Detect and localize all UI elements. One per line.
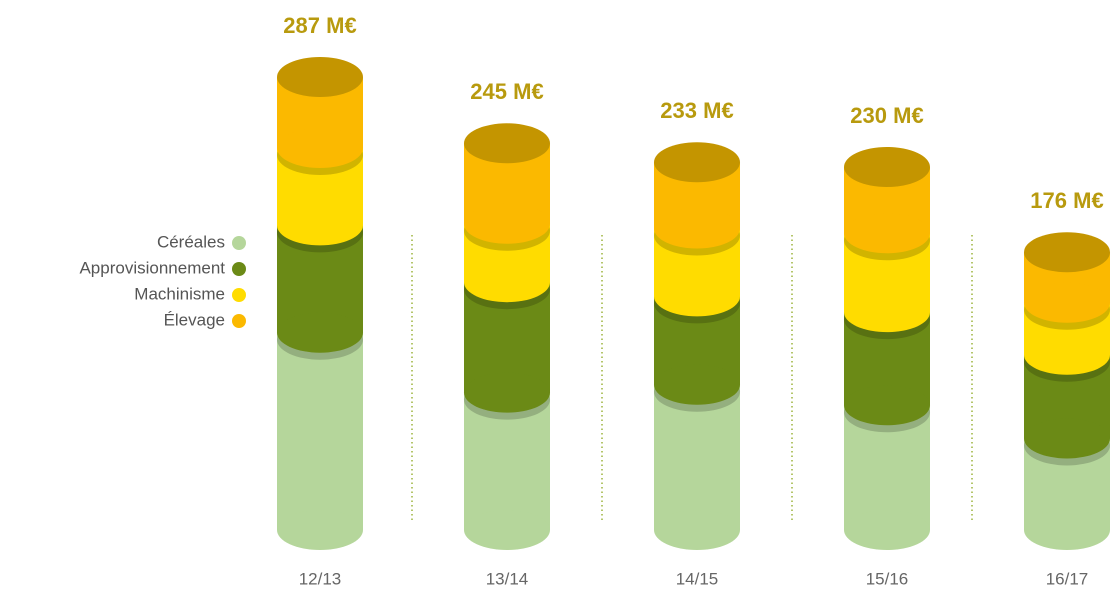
total-label: 230 M€ xyxy=(850,103,923,128)
segment-bottom xyxy=(277,510,363,550)
cylinder-top xyxy=(1024,232,1110,273)
segment-bottom xyxy=(1024,418,1110,459)
segment-bottom xyxy=(844,292,930,333)
x-tick-label: 13/14 xyxy=(486,569,529,588)
legend-label: Céréales xyxy=(157,232,225,251)
segment-bottom xyxy=(1024,282,1110,323)
legend-label: Élevage xyxy=(164,310,225,329)
legend-swatch xyxy=(232,288,246,302)
legend-swatch xyxy=(232,236,246,250)
segment-bottom xyxy=(654,510,740,550)
cylinder-top xyxy=(844,146,930,187)
cylinder-top xyxy=(654,142,740,183)
total-label: 287 M€ xyxy=(283,13,356,38)
segment-bottom xyxy=(464,372,550,413)
legend-label: Machinisme xyxy=(134,284,225,303)
segment-bottom xyxy=(464,262,550,303)
segment-bottom xyxy=(1024,334,1110,375)
segment-bottom xyxy=(654,276,740,317)
total-label: 176 M€ xyxy=(1030,188,1103,213)
legend-swatch xyxy=(232,314,246,328)
total-label: 233 M€ xyxy=(660,98,733,123)
legend-label: Approvisionnement xyxy=(79,258,225,277)
segment-bottom xyxy=(654,364,740,405)
cylinder-top xyxy=(464,123,550,164)
cylinder-top xyxy=(277,57,363,97)
segment-bottom xyxy=(464,510,550,550)
segment-bottom xyxy=(844,213,930,254)
segment-bottom xyxy=(654,208,740,249)
x-tick-label: 12/13 xyxy=(299,569,342,588)
segment-bottom xyxy=(844,510,930,550)
segment xyxy=(277,332,363,530)
x-tick-label: 16/17 xyxy=(1046,569,1089,588)
x-tick-label: 14/15 xyxy=(676,569,719,588)
segment-bottom xyxy=(277,312,363,353)
segment-bottom xyxy=(844,385,930,426)
segment-bottom xyxy=(277,205,363,246)
total-label: 245 M€ xyxy=(470,79,543,104)
legend-swatch xyxy=(232,262,246,276)
segment-bottom xyxy=(277,128,363,169)
segment-bottom xyxy=(1024,510,1110,550)
x-tick-label: 15/16 xyxy=(866,569,909,588)
segment-bottom xyxy=(464,203,550,244)
